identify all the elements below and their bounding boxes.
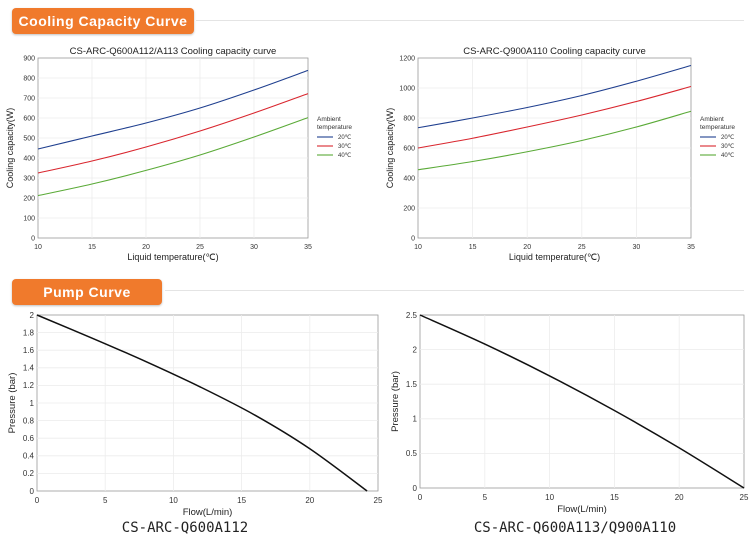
x-axis-label: Liquid temperature(℃) — [509, 252, 600, 262]
y-tick-label: 1200 — [399, 55, 415, 62]
y-tick-label: 2 — [30, 311, 35, 320]
pump-curve-banner: Pump Curve — [12, 279, 162, 305]
legend-title: temperature — [317, 124, 352, 131]
y-tick-label: 1.6 — [23, 346, 35, 355]
pump2-chart: 0 5 10 15 20 25 0 0.5 1 1.5 2 2.5 Flow(L/min) Pressur… — [390, 311, 749, 515]
x-tick-label: 0 — [418, 493, 423, 502]
y-tick-label: 1.5 — [406, 380, 418, 389]
x-tick-label: 20 — [305, 496, 314, 505]
x-tick-label: 5 — [103, 496, 108, 505]
section-divider — [165, 290, 744, 291]
y-tick-label: 300 — [23, 175, 35, 182]
y-tick-label: 800 — [403, 115, 415, 122]
chart-title: CS-ARC-Q600A112/A113 Cooling capacity cu… — [70, 46, 277, 57]
y-tick-label: 900 — [23, 55, 35, 62]
y-tick-label: 1.2 — [23, 381, 35, 390]
y-tick-label: 0.4 — [23, 452, 35, 461]
y-tick-label: 0.6 — [23, 434, 35, 443]
x-tick-label: 30 — [250, 244, 258, 251]
series-line-40c — [37, 117, 309, 197]
series-line-30c — [417, 85, 692, 149]
y-tick-label: 2 — [413, 345, 418, 354]
y-tick-label: 100 — [23, 215, 35, 222]
y-tick-label: 1 — [413, 415, 418, 424]
legend-title: Ambient — [317, 116, 341, 123]
y-tick-label: 0 — [31, 235, 35, 242]
y-tick-label: 1.4 — [23, 364, 35, 373]
y-tick-label: 200 — [403, 205, 415, 212]
x-tick-label: 0 — [35, 496, 40, 505]
y-tick-label: 0 — [413, 484, 418, 493]
series-line-30c — [37, 93, 309, 174]
x-tick-label: 5 — [483, 493, 488, 502]
y-tick-label: 800 — [23, 75, 35, 82]
legend-label: 30℃ — [721, 144, 735, 150]
y-tick-label: 1.8 — [23, 328, 35, 337]
y-tick-label: 600 — [403, 145, 415, 152]
legend-label: 20℃ — [721, 135, 735, 141]
series-line-20c — [417, 64, 692, 129]
x-tick-label: 10 — [169, 496, 178, 505]
y-axis-label: Pressure (bar) — [390, 371, 401, 432]
x-tick-label: 25 — [578, 244, 586, 251]
x-axis-label: Liquid temperature(℃) — [127, 252, 218, 262]
y-tick-label: 0 — [30, 487, 35, 496]
series-line-pump — [36, 314, 368, 492]
y-tick-label: 700 — [23, 95, 35, 102]
x-tick-label: 25 — [740, 493, 749, 502]
x-tick-label: 10 — [414, 244, 422, 251]
legend-label: 30℃ — [338, 144, 352, 150]
section-divider — [196, 20, 744, 21]
y-tick-label: 2.5 — [406, 311, 418, 320]
x-tick-label: 15 — [88, 244, 96, 251]
y-axis-label: Pressure (bar) — [7, 373, 18, 434]
y-tick-label: 600 — [23, 115, 35, 122]
x-tick-label: 25 — [196, 244, 204, 251]
cooling-capacity-banner: Cooling Capacity Curve — [12, 8, 194, 34]
chart-title: CS-ARC-Q900A110 Cooling capacity curve — [463, 46, 646, 57]
model-caption-left: CS-ARC-Q600A112 — [121, 520, 249, 536]
y-tick-label: 0.2 — [23, 469, 35, 478]
model-caption-right: CS-ARC-Q600A113/Q900A110 — [473, 520, 677, 536]
cool2-chart: 10 15 20 25 30 35 0 200 400 600 800 1000 1200 CS-ARC-… — [385, 46, 735, 262]
x-tick-label: 30 — [633, 244, 641, 251]
series-line-20c — [37, 69, 309, 150]
y-tick-label: 200 — [23, 195, 35, 202]
y-tick-label: 400 — [403, 175, 415, 182]
series-line-40c — [417, 110, 692, 171]
y-tick-label: 1 — [30, 399, 35, 408]
x-tick-label: 20 — [523, 244, 531, 251]
x-tick-label: 15 — [237, 496, 246, 505]
pump1-chart: 0 5 10 15 20 25 0 0.2 0.4 0.6 0.8 1 1.2 1.4 1.6 1.8 2 Flo… — [7, 311, 383, 518]
x-tick-label: 35 — [687, 244, 695, 251]
cool1-chart: 10 15 20 25 30 35 0 100 200 300 400 500 600 700 800 900… — [5, 46, 352, 262]
series-line-pump — [419, 314, 745, 489]
x-tick-label: 25 — [374, 496, 383, 505]
y-tick-label: 400 — [23, 155, 35, 162]
legend-label: 40℃ — [338, 153, 352, 159]
y-tick-label: 1000 — [399, 85, 415, 92]
x-tick-label: 20 — [142, 244, 150, 251]
x-tick-label: 10 — [545, 493, 554, 502]
x-axis-label: Flow(L/min) — [557, 504, 607, 515]
x-axis-label: Flow(L/min) — [183, 507, 233, 518]
x-tick-label: 35 — [304, 244, 312, 251]
legend-label: 20℃ — [338, 135, 352, 141]
y-tick-label: 0.5 — [406, 449, 418, 458]
plot-area — [419, 314, 745, 489]
x-tick-label: 15 — [469, 244, 477, 251]
y-axis-label: Cooling capacity(W) — [5, 108, 15, 189]
plot-area — [37, 57, 309, 239]
x-tick-label: 20 — [675, 493, 684, 502]
y-tick-label: 0 — [411, 235, 415, 242]
y-axis-label: Cooling capacity(W) — [385, 108, 395, 189]
x-tick-label: 10 — [34, 244, 42, 251]
legend-label: 40℃ — [721, 153, 735, 159]
x-tick-label: 15 — [610, 493, 619, 502]
legend-title: temperature — [700, 124, 735, 131]
legend-title: Ambient — [700, 116, 724, 123]
y-tick-label: 0.8 — [23, 416, 35, 425]
y-tick-label: 500 — [23, 135, 35, 142]
